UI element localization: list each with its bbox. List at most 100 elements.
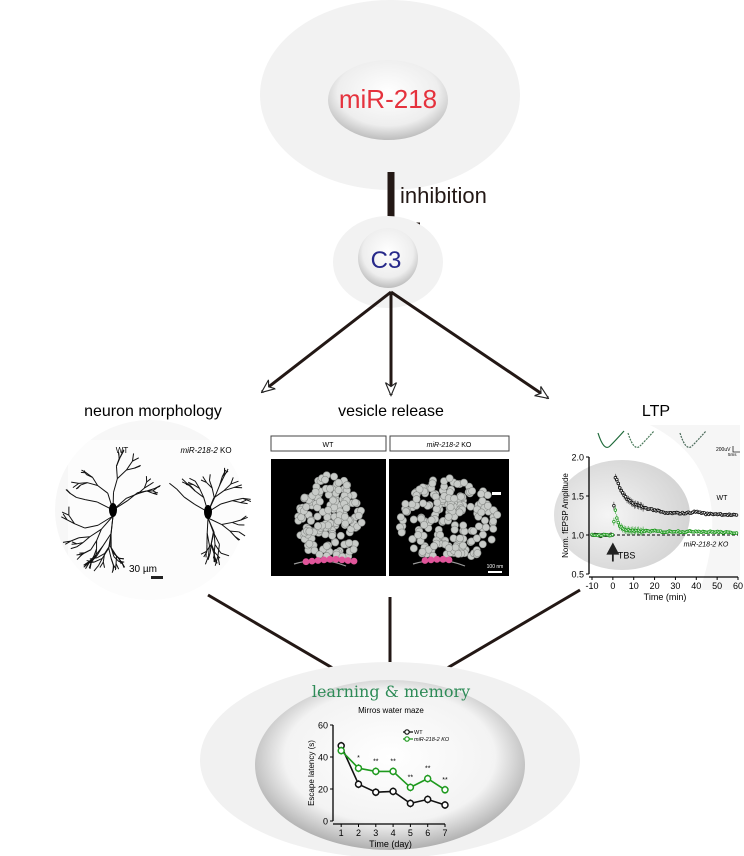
neuron-soma [204,505,212,519]
morph-ko-label: miR-218-2 KO [180,446,231,455]
significance-label: * [357,755,360,762]
data-point [423,774,432,783]
docked-vesicle [427,556,435,564]
x-tick-label: 2 [356,828,361,838]
vesicle-marker [492,492,501,495]
arrow-to-morphology [262,290,392,392]
vesicle [329,496,337,505]
x-tick-label: 5 [408,828,413,838]
data-point [623,495,628,499]
vesicle [409,544,418,553]
docked-vesicle [350,557,358,565]
x-tick-label: 40 [691,581,701,591]
vesicle [345,539,354,547]
vesicle [453,480,462,488]
data-point [441,786,449,794]
learning-memory-title: learning & memory [312,682,470,701]
data-point [372,767,380,776]
vesicle [459,521,468,530]
x-tick-label: 30 [670,581,680,591]
legend-marker [404,736,410,742]
vesicle [430,542,438,550]
fepsp-trace [679,430,707,449]
data-point [612,519,616,524]
docked-vesicle [445,556,453,564]
docked-vesicle [308,557,316,565]
vesicle-wt-header [270,435,387,452]
x-tick-label: 10 [629,581,639,591]
target-node [358,228,418,288]
vesicle [481,516,489,525]
vesicle [311,487,320,496]
y-axis-label: Escape latency (s) [307,740,316,806]
fepsp-trace [597,430,625,449]
legend-label: miR-218-2 KO [414,737,450,743]
x-tick-label: 7 [442,828,447,838]
legend-wt: WT [717,495,729,502]
morphology-panel: WT miR-218-2 KO 30 µm [55,420,252,600]
vesicle [326,484,335,493]
morph-wt-label: WT [116,446,129,455]
x-tick-label: -10 [585,581,598,591]
vesicle [450,494,459,503]
vesicle [397,528,406,537]
vesicle [420,521,428,529]
vesicle [330,472,338,481]
vesicle [412,495,421,504]
vesicle [444,512,453,521]
vesicle [483,491,492,500]
vesicle [427,516,436,525]
vesicle [479,530,487,539]
vesicle [316,497,324,506]
docked-vesicle [439,555,447,563]
maze-title: Mirros water maze [358,706,424,715]
arrow-to-ltp [390,290,548,400]
vesicle [321,475,330,484]
vesicle [477,490,485,498]
vesicle [445,474,454,483]
data-point [354,780,363,788]
vesicle-ko-header [389,435,510,452]
vesicle [334,517,342,526]
y-tick-label: 2.0 [571,453,584,463]
vesicle [484,501,492,510]
y-tick-label: 1.0 [571,531,584,541]
vesicle [324,506,333,515]
vesicle [331,538,340,547]
vesicle [341,519,350,528]
legend-ko: miR-218-2 KO [684,542,729,549]
x-tick-label: 50 [712,581,722,591]
vesicle [409,515,418,524]
ltp-chart: 0.5 1.0 1.5 2.0 -10 0 10 20 30 40 50 60 Time (min) No… [561,453,743,603]
vesicle [445,544,453,553]
vesicle [433,498,442,507]
significance-label: ** [442,777,448,784]
y-tick-label: 0 [323,817,328,827]
docked-vesicle [314,557,322,564]
data-point [616,520,620,525]
vesicle [417,514,426,523]
vesicle [315,550,324,559]
vesicle [307,517,315,525]
fepsp-trace [627,430,655,449]
inhibition-label: inhibition [400,183,487,208]
vesicle [487,535,496,544]
vesicle [419,499,427,508]
vesicle [349,545,358,554]
ko-neuron-tracing [169,467,252,566]
vesicle [459,541,467,550]
vesicle [328,531,337,540]
trace-scale-voltage: 200uV [716,447,731,453]
vesicle [302,503,311,511]
vesicle [334,478,343,487]
vesicle-panel: WT miR-218-2 KO 100 nm [270,435,510,576]
vesicle [342,504,351,513]
vesicle [357,518,366,527]
vesicle [454,550,463,558]
docked-vesicle [338,556,346,564]
vesicle [482,523,490,532]
significance-label: ** [373,758,379,765]
x-tick-label: 0 [610,581,615,591]
vesicle [457,492,465,501]
